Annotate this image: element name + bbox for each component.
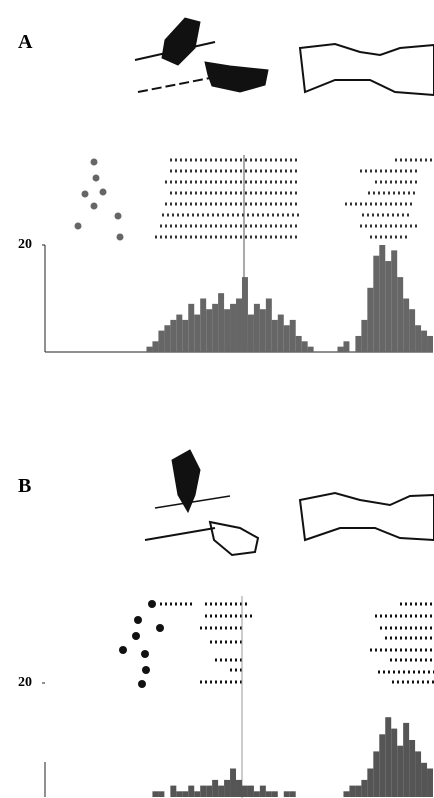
bar	[409, 309, 415, 352]
bar	[278, 315, 284, 352]
bar	[385, 261, 391, 352]
bar	[176, 791, 182, 797]
bar	[218, 786, 224, 797]
page: {"panels": [ {"label": "A", "histogram":…	[0, 0, 434, 798]
bar	[349, 786, 355, 797]
bar	[403, 299, 409, 353]
bar	[308, 347, 314, 352]
bar	[170, 320, 176, 352]
bar	[206, 786, 212, 797]
bar	[284, 325, 290, 352]
bar	[355, 336, 361, 352]
bar	[254, 304, 260, 352]
bar	[152, 791, 158, 797]
bar	[254, 791, 260, 797]
bar	[188, 786, 194, 797]
bar	[230, 769, 236, 798]
bar	[194, 315, 200, 352]
bar	[421, 763, 427, 797]
bar	[200, 786, 206, 797]
illustration	[135, 18, 434, 95]
bar	[343, 791, 349, 797]
bar	[284, 791, 290, 797]
bar	[182, 791, 188, 797]
bar	[206, 309, 212, 352]
bar	[427, 769, 433, 798]
bar	[176, 315, 182, 352]
bar	[152, 341, 158, 352]
bar	[248, 786, 254, 797]
bar	[194, 791, 200, 797]
bar	[170, 786, 176, 797]
bar	[373, 256, 379, 352]
bar	[296, 336, 302, 352]
bar	[367, 769, 373, 798]
bar	[355, 786, 361, 797]
bar	[260, 309, 266, 352]
bar	[224, 780, 230, 797]
bar	[242, 786, 248, 797]
dots	[119, 600, 164, 688]
bar	[391, 250, 397, 352]
bar	[343, 341, 349, 352]
figure: A B	[0, 0, 434, 798]
bar	[421, 331, 427, 352]
illustration	[145, 450, 434, 555]
bar	[236, 299, 242, 353]
bar	[188, 304, 194, 352]
panel-label: B	[18, 475, 31, 497]
bar	[212, 304, 218, 352]
bar	[224, 309, 230, 352]
bar	[200, 299, 206, 353]
bar	[361, 780, 367, 797]
bar	[158, 331, 164, 352]
bar	[379, 734, 385, 797]
bar	[409, 740, 415, 797]
bar	[212, 780, 218, 797]
body: A B	[0, 0, 434, 798]
bar	[367, 288, 373, 352]
bar	[182, 320, 188, 352]
bar	[272, 791, 278, 797]
bar	[397, 746, 403, 797]
bar	[403, 723, 409, 797]
bar	[361, 320, 367, 352]
bar	[373, 751, 379, 797]
y-tick-label: 20	[18, 675, 32, 690]
bar	[164, 325, 170, 352]
bar	[260, 786, 266, 797]
bar	[385, 717, 391, 797]
bar	[415, 751, 421, 797]
dots	[75, 159, 124, 241]
panel-label: A	[18, 31, 33, 53]
bar	[290, 791, 296, 797]
bar	[218, 293, 224, 352]
bar	[337, 347, 343, 352]
bar	[397, 277, 403, 352]
y-tick-label: 20	[18, 237, 32, 252]
bar	[290, 320, 296, 352]
bar	[146, 347, 152, 352]
bar	[379, 245, 385, 352]
bar	[230, 304, 236, 352]
bar	[427, 336, 433, 352]
bar	[236, 780, 242, 797]
bar	[242, 277, 248, 352]
bar	[391, 729, 397, 797]
raster	[155, 160, 434, 237]
bar	[248, 315, 254, 352]
bar	[266, 791, 272, 797]
bar	[302, 341, 308, 352]
bar	[415, 325, 421, 352]
raster	[160, 604, 434, 682]
bar	[272, 320, 278, 352]
bar	[158, 791, 164, 797]
bar	[266, 299, 272, 353]
